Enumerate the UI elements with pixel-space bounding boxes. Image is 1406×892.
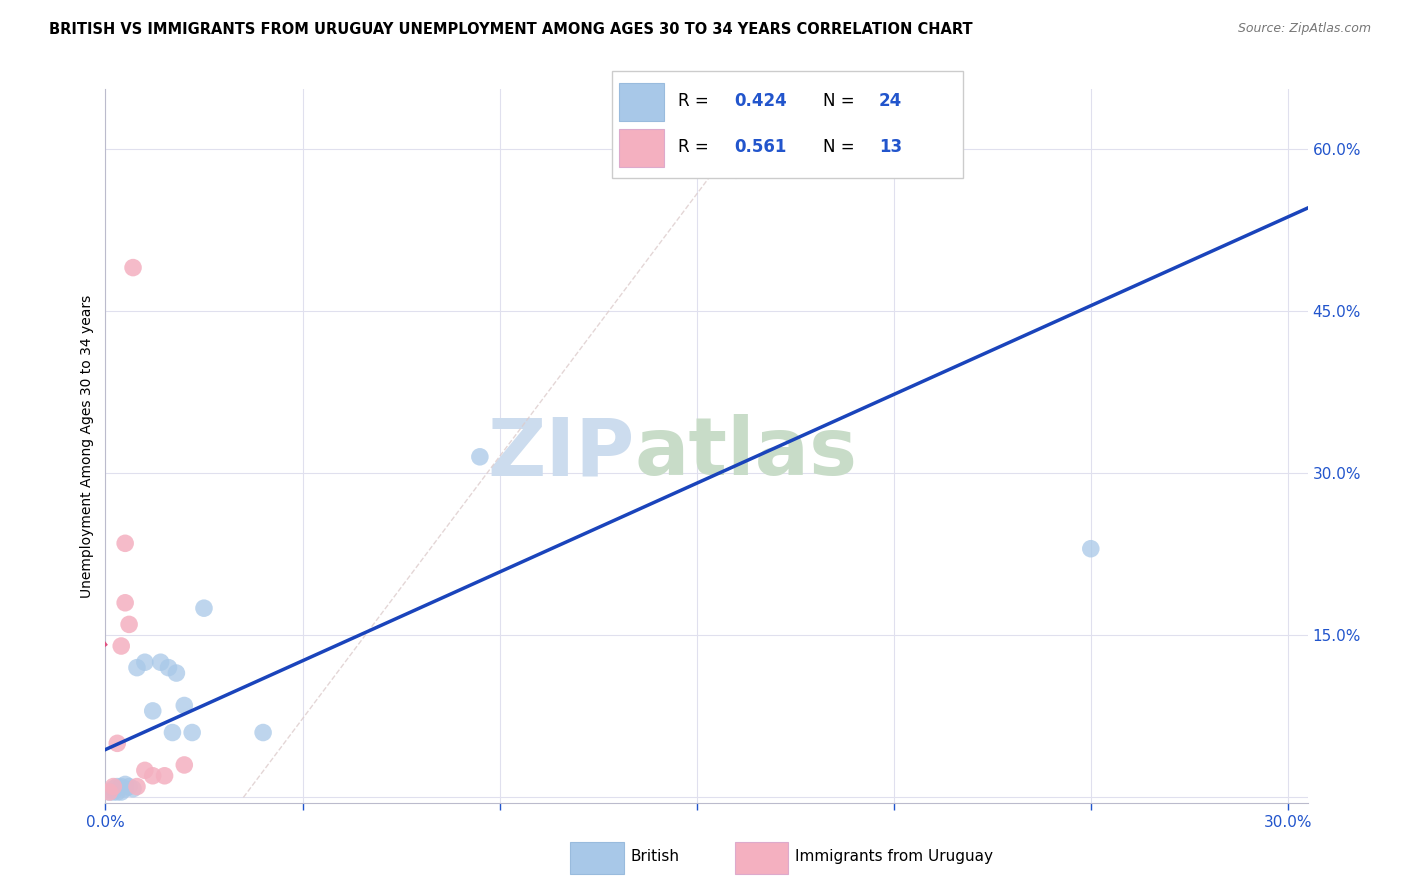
Point [114, 536, 136, 550]
Point [122, 260, 145, 275]
Point [114, 777, 136, 791]
Text: Source: ZipAtlas.com: Source: ZipAtlas.com [1237, 22, 1371, 36]
Y-axis label: Unemployment Among Ages 30 to 34 years: Unemployment Among Ages 30 to 34 years [80, 294, 94, 598]
Text: ZIP: ZIP [486, 414, 634, 492]
Point [173, 758, 195, 772]
FancyBboxPatch shape [734, 841, 789, 874]
Point [1080, 541, 1102, 556]
Point [118, 780, 141, 794]
Point [134, 764, 156, 778]
Point [105, 780, 128, 794]
Point [98, 785, 121, 799]
Point [103, 781, 125, 796]
Point [118, 617, 141, 632]
Point [173, 698, 195, 713]
Point [142, 769, 165, 783]
Text: BRITISH VS IMMIGRANTS FROM URUGUAY UNEMPLOYMENT AMONG AGES 30 TO 34 YEARS CORREL: BRITISH VS IMMIGRANTS FROM URUGUAY UNEMP… [49, 22, 973, 37]
Point [114, 781, 136, 796]
Point [110, 780, 132, 794]
Point [110, 785, 132, 799]
Text: Immigrants from Uruguay: Immigrants from Uruguay [794, 849, 993, 864]
Point [103, 785, 125, 799]
Text: N =: N = [823, 138, 853, 156]
FancyBboxPatch shape [619, 83, 665, 120]
Point [105, 785, 128, 799]
Point [165, 666, 187, 681]
Point [125, 660, 148, 674]
Point [153, 769, 176, 783]
Point [103, 780, 125, 794]
Text: 24: 24 [879, 93, 903, 111]
Point [134, 655, 156, 669]
Point [468, 450, 491, 464]
FancyBboxPatch shape [571, 841, 624, 874]
Point [110, 639, 132, 653]
Point [149, 655, 172, 669]
Text: R =: R = [678, 93, 709, 111]
Point [162, 725, 184, 739]
Text: atlas: atlas [634, 414, 858, 492]
Text: 0.561: 0.561 [734, 138, 787, 156]
Point [725, 163, 748, 178]
Text: N =: N = [823, 93, 853, 111]
Point [114, 596, 136, 610]
Point [125, 780, 148, 794]
Point [157, 660, 180, 674]
Point [142, 704, 165, 718]
FancyBboxPatch shape [612, 71, 963, 178]
Text: British: British [630, 849, 679, 864]
Point [181, 725, 204, 739]
Point [98, 785, 121, 799]
Point [105, 736, 128, 750]
Point [252, 725, 274, 739]
Point [193, 601, 215, 615]
Point [122, 781, 145, 796]
Text: 13: 13 [879, 138, 901, 156]
Text: 0.424: 0.424 [734, 93, 787, 111]
FancyBboxPatch shape [619, 129, 665, 167]
Text: R =: R = [678, 138, 709, 156]
